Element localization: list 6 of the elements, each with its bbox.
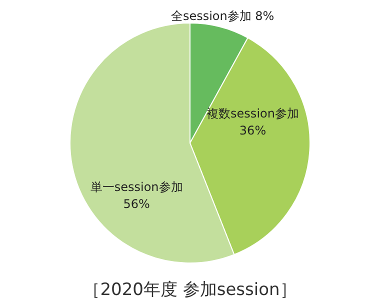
- slice-label: 単一session参加: [90, 180, 183, 194]
- data-label: 56%: [123, 197, 150, 212]
- data-label: 36%: [239, 123, 266, 138]
- slice-label: 複数session参加: [206, 106, 299, 120]
- slice-label: 全session参加 8%: [170, 9, 274, 24]
- text: ［2020年度 参加session］: [83, 280, 297, 300]
